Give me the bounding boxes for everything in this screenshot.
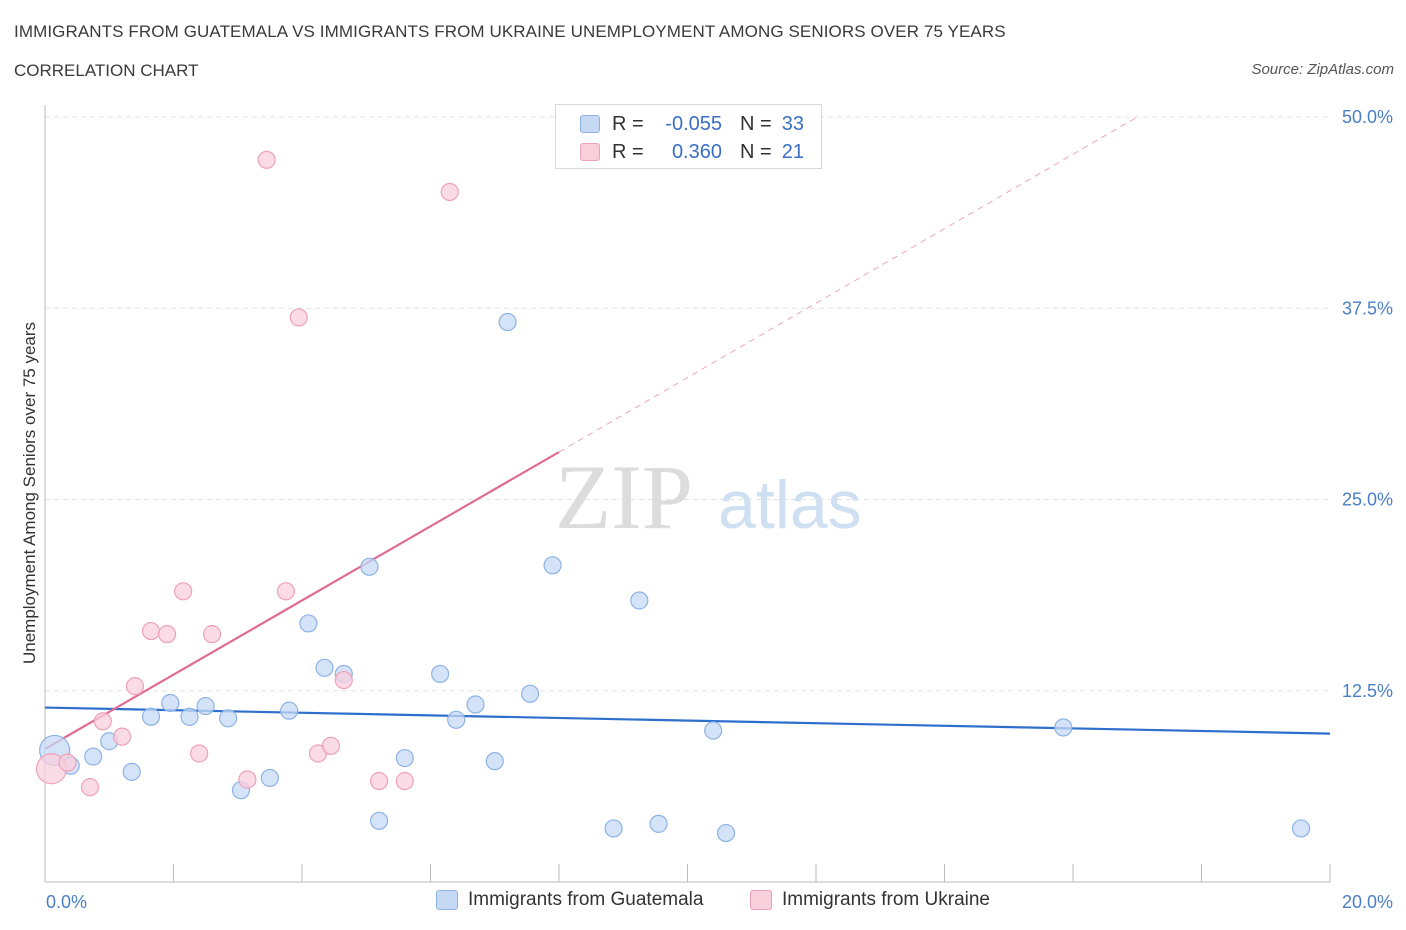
data-point-guatemala (141, 707, 161, 726)
data-point-ukraine (174, 582, 193, 601)
data-point-ukraine (257, 150, 276, 169)
watermark-zip: ZIP (555, 446, 693, 548)
bottom-legend-label-guatemala: Immigrants from Guatemala (468, 889, 704, 910)
data-point-guatemala (280, 701, 299, 720)
data-point-ukraine (112, 727, 132, 746)
legend-row-ukraine: R = 0.360 N = 21 (580, 139, 804, 165)
axes (44, 105, 1331, 883)
watermark: ZIP atlas (555, 446, 862, 548)
data-point-guatemala (485, 752, 504, 771)
legend-n-label: N = (740, 112, 772, 135)
data-point-guatemala (649, 814, 668, 833)
data-point-guatemala (716, 823, 736, 843)
data-point-guatemala (180, 707, 199, 726)
y-tick-label: 25.0% (1342, 490, 1393, 510)
legend-swatch-ukraine (580, 143, 600, 161)
tick-labels: 12.5% 25.0% 37.5% 50.0% 0.0% 20.0% (46, 107, 1393, 912)
data-point-guatemala (260, 768, 279, 788)
data-point-guatemala (1291, 819, 1311, 838)
data-point-ukraine (93, 712, 112, 731)
data-point-ukraine (334, 670, 353, 690)
bottom-legend-swatch-guatemala (436, 890, 458, 910)
data-point-ukraine (190, 744, 209, 763)
legend-swatch-guatemala (580, 115, 600, 133)
data-point-ukraine (125, 677, 145, 696)
bottom-legend-swatch-ukraine (750, 890, 772, 910)
x-tick-label: 0.0% (46, 892, 87, 912)
correlation-legend: R = -0.055 N = 33 R = 0.360 N = 21 (555, 104, 822, 169)
trend-line-guatemala (44, 706, 1331, 735)
data-point-guatemala (604, 819, 623, 838)
bottom-legend-ukraine: Immigrants from Ukraine (750, 889, 990, 911)
chart-title: IMMIGRANTS FROM GUATEMALA VS IMMIGRANTS … (14, 22, 1006, 41)
legend-r-label: R = (612, 112, 644, 135)
data-point-guatemala (84, 747, 103, 766)
data-point-guatemala (630, 591, 649, 610)
data-point-ukraine (289, 308, 308, 327)
data-point-guatemala (447, 710, 466, 729)
data-point-ukraine (276, 582, 296, 601)
grid-lines (45, 116, 1330, 692)
trend-line-ukraine (44, 451, 560, 750)
data-point-guatemala (543, 556, 562, 575)
data-point-ukraine (141, 621, 161, 641)
y-tick-label: 50.0% (1342, 107, 1393, 127)
x-tick-label: 20.0% (1342, 892, 1393, 912)
data-point-guatemala (431, 664, 450, 684)
legend-row-guatemala: R = -0.055 N = 33 (580, 111, 804, 137)
trend-lines (44, 116, 1331, 750)
data-point-ukraine (370, 771, 389, 791)
bottom-legend-guatemala: Immigrants from Guatemala (436, 889, 703, 911)
data-point-ukraine (440, 182, 459, 202)
data-point-guatemala (520, 684, 540, 703)
legend-n-label: N = (740, 140, 772, 163)
chart-subtitle: CORRELATION CHART (14, 61, 199, 80)
data-point-ukraine (321, 736, 341, 755)
data-point-ukraine (58, 753, 77, 772)
data-point-ukraine (202, 625, 222, 644)
data-point-guatemala (161, 693, 180, 713)
data-point-guatemala (219, 709, 238, 728)
legend-n-value: 21 (781, 140, 804, 163)
data-point-ukraine (157, 625, 177, 644)
data-point-guatemala (704, 721, 723, 740)
data-point-ukraine (80, 778, 100, 797)
y-axis-label: Unemployment Among Seniors over 75 years (20, 322, 39, 664)
data-points (35, 150, 1311, 843)
data-point-guatemala (196, 696, 215, 716)
data-point-guatemala (395, 748, 414, 768)
data-point-guatemala (466, 695, 485, 714)
data-point-ukraine (395, 771, 414, 791)
data-point-guatemala (315, 658, 334, 677)
data-point-guatemala (1054, 718, 1073, 737)
source-credit: Source: ZipAtlas.com (1251, 61, 1394, 78)
y-tick-label: 37.5% (1342, 298, 1393, 318)
data-point-guatemala (498, 312, 517, 332)
legend-n-value: 33 (781, 112, 804, 135)
legend-r-value: -0.055 (665, 112, 722, 135)
legend-r-value: 0.360 (671, 140, 722, 163)
trend-extension-ukraine (558, 116, 1138, 453)
data-point-guatemala (360, 557, 379, 576)
data-point-ukraine (238, 770, 257, 789)
y-tick-label: 12.5% (1342, 681, 1393, 701)
data-point-guatemala (370, 811, 389, 830)
watermark-atlas: atlas (718, 467, 862, 543)
data-point-guatemala (122, 762, 141, 781)
data-point-guatemala (299, 614, 318, 633)
bottom-legend-label-ukraine: Immigrants from Ukraine (782, 889, 990, 910)
legend-r-label: R = (612, 140, 644, 163)
